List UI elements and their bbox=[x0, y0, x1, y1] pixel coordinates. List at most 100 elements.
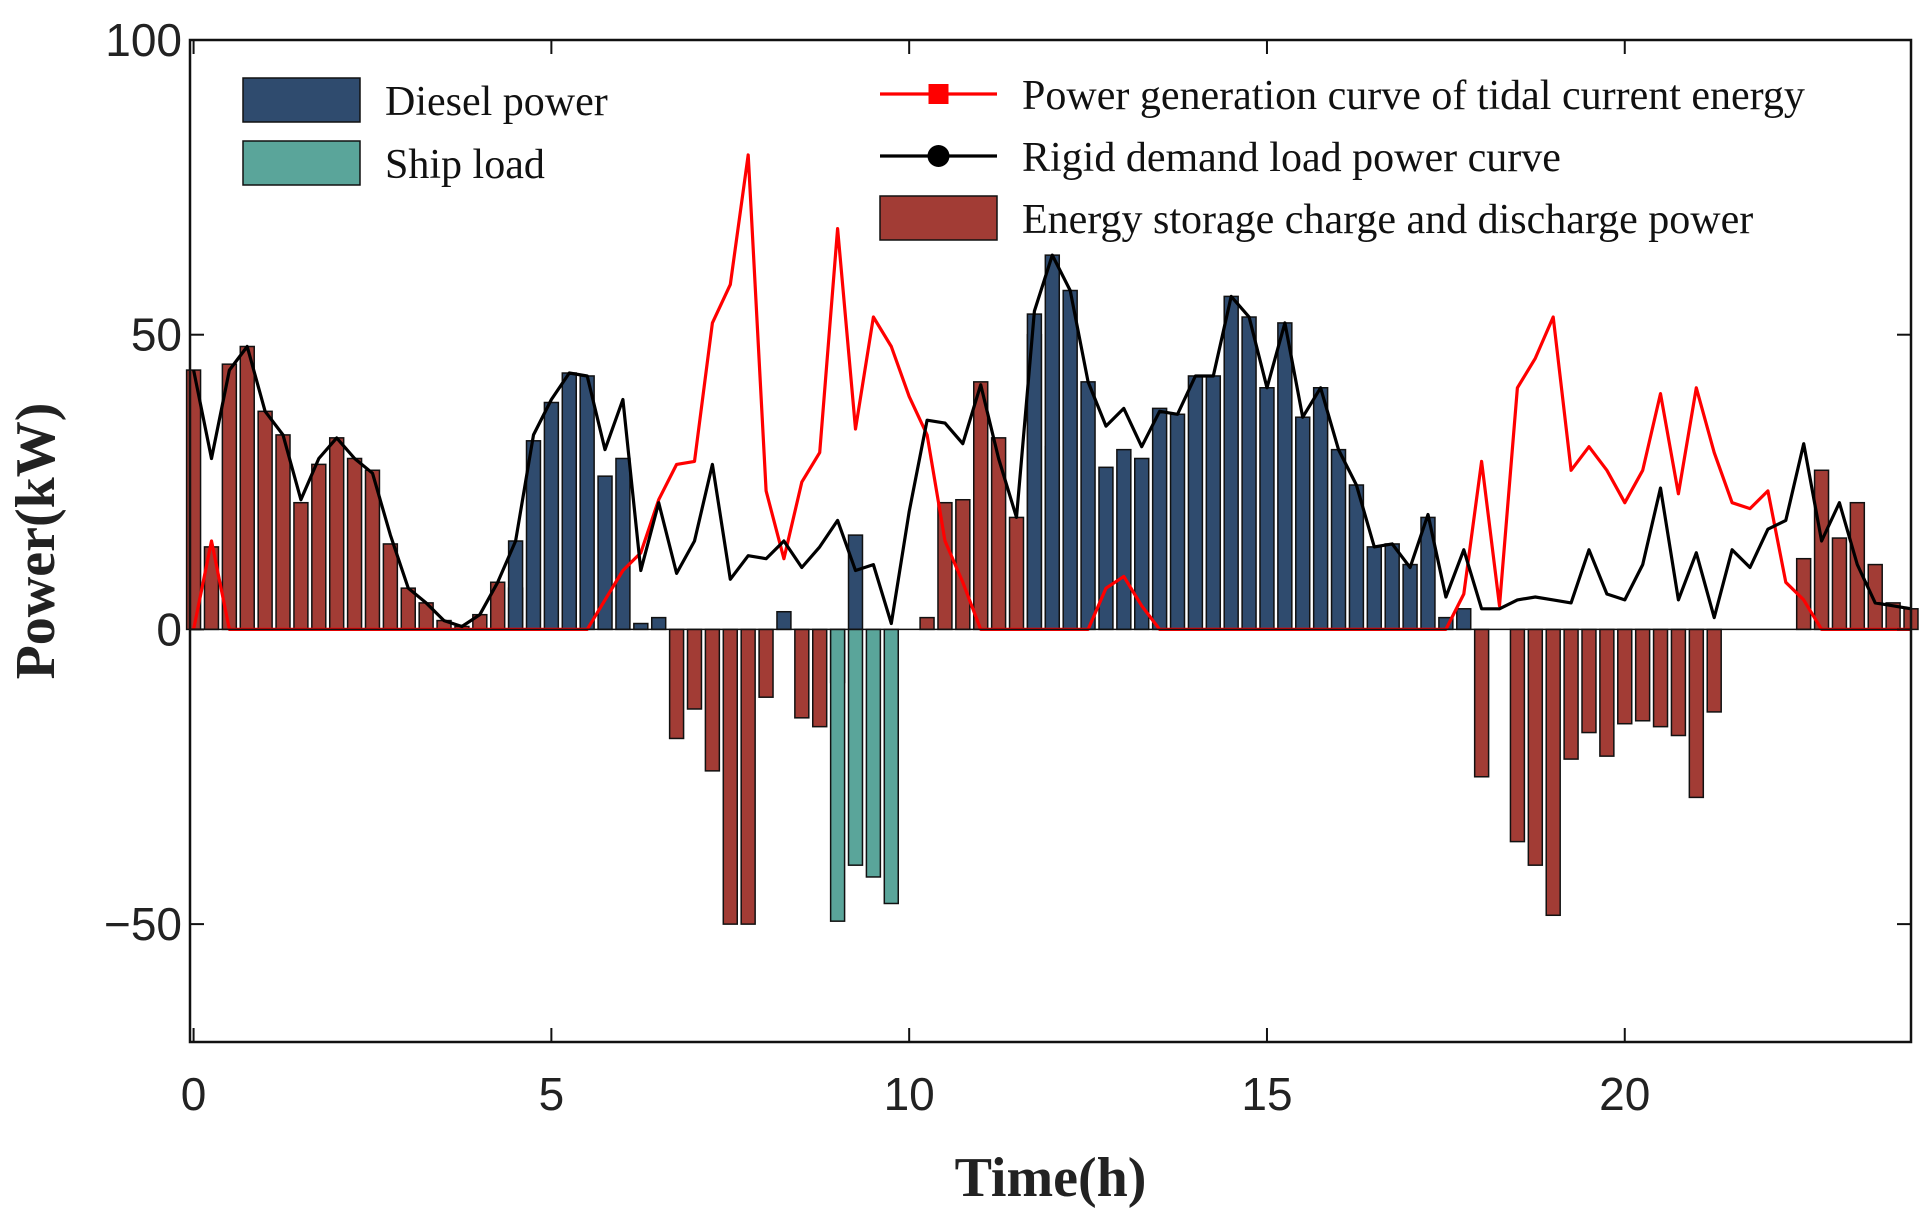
legend-label-rigid: Rigid demand load power curve bbox=[1022, 135, 1561, 181]
storage-bar bbox=[1473, 628, 1490, 778]
storage-bar bbox=[937, 501, 953, 631]
storage-bar bbox=[704, 628, 721, 772]
y-tick-label: 0 bbox=[156, 603, 182, 655]
diesel-bar bbox=[1169, 413, 1186, 631]
legend-label-storage: Energy storage charge and discharge powe… bbox=[1022, 197, 1753, 243]
rigid-demand-line bbox=[192, 253, 1912, 629]
storage-bar bbox=[955, 498, 971, 631]
plot-frame bbox=[188, 38, 1913, 1044]
storage-bar bbox=[1617, 628, 1633, 725]
storage-bar bbox=[311, 463, 327, 631]
storage-bar bbox=[722, 628, 738, 925]
x-axis-label: Time(h) bbox=[955, 1147, 1147, 1209]
legend-label-ship: Ship load bbox=[385, 142, 545, 188]
storage-bar bbox=[382, 543, 399, 631]
diesel-bar bbox=[1062, 289, 1078, 631]
diesel-bar bbox=[1330, 448, 1347, 631]
storage-bar bbox=[1545, 628, 1561, 917]
diesel-bar bbox=[543, 401, 560, 631]
legend-swatch-ship bbox=[242, 140, 361, 186]
diesel-bar bbox=[1116, 448, 1132, 631]
storage-bar bbox=[1813, 469, 1830, 631]
diesel-bar bbox=[633, 622, 649, 631]
diesel-bar bbox=[1456, 608, 1472, 631]
storage-bar bbox=[758, 628, 774, 698]
storage-bar bbox=[919, 616, 935, 631]
legend: Diesel power Ship load Power generation cu… bbox=[242, 73, 1805, 243]
legend-marker-rigid bbox=[927, 145, 950, 167]
diesel-bar bbox=[615, 457, 631, 631]
y-axis-label: Power(kW) bbox=[5, 403, 67, 680]
diesel-bar bbox=[1312, 387, 1329, 631]
diesel-bar bbox=[579, 375, 595, 631]
storage-bar bbox=[1509, 628, 1526, 843]
storage-bar bbox=[1599, 628, 1615, 757]
y-tick-label: 50 bbox=[131, 309, 182, 361]
storage-bar bbox=[990, 437, 1007, 631]
storage-bar bbox=[1688, 628, 1705, 799]
legend-swatch-storage bbox=[879, 195, 998, 241]
diesel-bar bbox=[1205, 375, 1222, 631]
storage-bar bbox=[794, 628, 810, 719]
diesel-bar bbox=[1044, 254, 1061, 631]
storage-bar bbox=[346, 457, 363, 631]
legend-marker-tidal bbox=[928, 84, 949, 104]
storage-bar bbox=[973, 381, 989, 631]
storage-bar bbox=[275, 434, 291, 631]
storage-bar bbox=[1706, 628, 1722, 713]
storage-bar bbox=[811, 628, 828, 728]
legend-swatch-diesel bbox=[242, 77, 361, 123]
diesel-bar bbox=[1295, 416, 1311, 631]
diesel-bar bbox=[1384, 543, 1400, 631]
diesel-bar bbox=[1277, 322, 1293, 631]
diesel-bar bbox=[1151, 407, 1168, 631]
diesel-bar bbox=[650, 616, 667, 631]
y-tick-label: 100 bbox=[105, 14, 182, 66]
storage-bar bbox=[1867, 563, 1883, 631]
storage-bar bbox=[239, 345, 255, 631]
storage-bar bbox=[1527, 628, 1544, 866]
diesel-bar bbox=[1098, 466, 1114, 631]
ship-load-bar bbox=[847, 628, 864, 866]
ship-load-bar bbox=[865, 628, 882, 878]
ship-load-bar bbox=[829, 628, 846, 922]
storage-bar bbox=[185, 369, 202, 631]
diesel-bar bbox=[776, 610, 792, 631]
diesel-bar bbox=[1080, 381, 1096, 631]
y-tick-label: −50 bbox=[104, 898, 182, 950]
diesel-bar bbox=[1223, 295, 1239, 631]
diesel-bar bbox=[1241, 316, 1257, 631]
bars-layer bbox=[185, 254, 1919, 925]
x-tick-label: 15 bbox=[1241, 1068, 1292, 1120]
legend-label-tidal: Power generation curve of tidal current … bbox=[1022, 73, 1805, 119]
diesel-bar bbox=[1402, 563, 1418, 631]
storage-bar bbox=[293, 501, 309, 631]
storage-bar bbox=[1581, 628, 1597, 734]
storage-bar bbox=[221, 363, 238, 631]
x-tick-label: 10 bbox=[884, 1068, 935, 1120]
diesel-bar bbox=[1366, 546, 1383, 631]
diesel-bar bbox=[1259, 387, 1275, 631]
storage-bar bbox=[1634, 628, 1651, 722]
diesel-bar bbox=[561, 372, 577, 631]
storage-bar bbox=[1563, 628, 1579, 760]
storage-bar bbox=[1670, 628, 1687, 737]
diesel-bar bbox=[1187, 375, 1204, 631]
storage-bar bbox=[1008, 516, 1025, 631]
storage-bar bbox=[1831, 537, 1848, 631]
storage-bar bbox=[328, 437, 345, 631]
storage-bar bbox=[740, 628, 756, 925]
ship-load-bar bbox=[883, 628, 900, 905]
ticks-layer: 0 5 10 15 20 −50 0 50 100 bbox=[104, 14, 1911, 1120]
storage-bar bbox=[1652, 628, 1669, 728]
x-tick-label: 5 bbox=[539, 1068, 565, 1120]
storage-bar bbox=[668, 628, 685, 740]
legend-label-diesel: Diesel power bbox=[385, 79, 608, 125]
storage-bar bbox=[686, 628, 703, 710]
x-tick-label: 0 bbox=[181, 1068, 207, 1120]
storage-bar bbox=[400, 587, 416, 631]
x-tick-label: 20 bbox=[1599, 1068, 1650, 1120]
storage-bar bbox=[257, 410, 273, 631]
diesel-bar bbox=[847, 534, 864, 631]
